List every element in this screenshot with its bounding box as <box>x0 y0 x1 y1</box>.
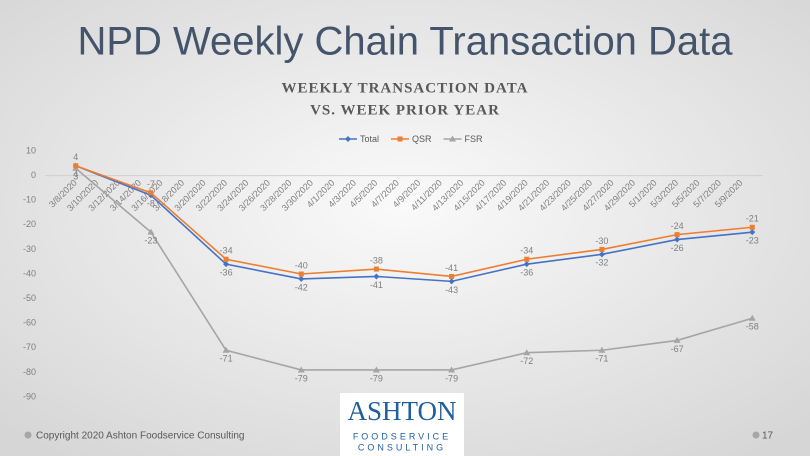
logo: ASHTON FOODSERVICE CONSULTING <box>340 393 464 456</box>
y-tick-label: -70 <box>23 342 36 352</box>
plot: -90-80-70-60-50-40-30-20-100103/8/20203/… <box>23 145 763 401</box>
data-label: -79 <box>370 373 383 383</box>
data-label: -23 <box>144 236 157 246</box>
marker <box>449 273 455 279</box>
marker <box>749 229 756 236</box>
marker <box>222 346 230 353</box>
marker <box>523 349 531 356</box>
legend-label: Total <box>360 134 379 144</box>
marker <box>372 366 380 373</box>
data-label: 4 <box>73 169 78 179</box>
marker <box>598 251 605 258</box>
marker <box>524 256 530 262</box>
data-label: 3 <box>73 172 78 182</box>
data-label: -32 <box>595 258 608 268</box>
logo-text: ASHTON <box>347 396 456 426</box>
series-line <box>75 167 753 371</box>
marker <box>448 278 455 285</box>
slide-title: NPD Weekly Chain Transaction Data <box>77 20 733 64</box>
marker <box>449 135 457 142</box>
marker <box>147 228 155 235</box>
marker <box>674 232 680 238</box>
data-label: -26 <box>671 243 684 253</box>
legend-label: FSR <box>465 134 484 144</box>
marker <box>748 314 756 321</box>
y-tick-label: -50 <box>23 293 36 303</box>
legend-item: FSR <box>443 134 484 144</box>
marker <box>749 224 755 230</box>
data-label: -79 <box>445 373 458 383</box>
data-label: -42 <box>295 282 308 292</box>
y-tick-label: -20 <box>23 219 36 229</box>
marker <box>223 261 230 268</box>
marker <box>673 336 681 343</box>
marker <box>345 136 351 142</box>
data-label: -34 <box>520 246 533 256</box>
data-label: -72 <box>520 356 533 366</box>
y-tick-label: 0 <box>31 170 36 180</box>
y-tick-label: -10 <box>23 195 36 205</box>
data-label: -58 <box>746 322 759 332</box>
data-label: -30 <box>595 236 608 246</box>
marker <box>298 271 304 277</box>
data-label: -40 <box>295 260 308 270</box>
data-label: -23 <box>746 236 759 246</box>
marker <box>73 163 79 169</box>
chart-title: VS. WEEK PRIOR YEAR <box>310 102 500 118</box>
data-label: -79 <box>295 373 308 383</box>
y-tick-label: -40 <box>23 268 36 278</box>
data-label: -41 <box>445 263 458 273</box>
data-label: -21 <box>746 214 759 224</box>
y-tick-label: -80 <box>23 367 36 377</box>
page-number: 17 <box>762 431 774 442</box>
legend-item: Total <box>339 134 379 144</box>
footer: Copyright 2020 Ashton Foodservice Consul… <box>36 431 244 442</box>
data-label: -36 <box>520 268 533 278</box>
marker <box>674 236 681 243</box>
y-tick-label: 10 <box>26 145 36 155</box>
legend-label: QSR <box>412 134 432 144</box>
logo-text: CONSULTING <box>358 442 446 452</box>
marker <box>397 136 403 142</box>
data-label: -38 <box>370 255 383 265</box>
data-label: -43 <box>445 285 458 295</box>
marker <box>298 275 305 282</box>
data-label: -71 <box>595 354 608 364</box>
footer-bullet <box>752 431 760 439</box>
data-label: -7 <box>147 179 155 189</box>
legend: Total QSR FSR <box>339 134 483 144</box>
marker <box>373 273 380 280</box>
marker <box>599 246 605 252</box>
marker <box>523 261 530 268</box>
footer-bullet <box>24 431 32 439</box>
marker <box>373 266 379 272</box>
y-tick-label: -30 <box>23 244 36 254</box>
data-label: -8 <box>147 199 155 209</box>
data-label: -67 <box>671 344 684 354</box>
data-label: -41 <box>370 280 383 290</box>
y-tick-label: -90 <box>23 391 36 401</box>
marker <box>148 190 154 196</box>
marker <box>598 346 606 353</box>
series-line <box>75 165 753 278</box>
y-tick-label: -60 <box>23 318 36 328</box>
legend-item: QSR <box>391 134 432 144</box>
data-label: -34 <box>220 246 233 256</box>
data-label: 4 <box>73 152 78 162</box>
logo-box <box>340 393 464 456</box>
series-line <box>75 165 753 283</box>
marker <box>297 366 305 373</box>
logo-text: FOODSERVICE <box>353 431 451 441</box>
data-label: -36 <box>220 268 233 278</box>
marker <box>448 366 456 373</box>
data-label: -24 <box>671 221 684 231</box>
data-label: -71 <box>220 354 233 364</box>
chart-title: WEEKLY TRANSACTION DATA <box>282 80 529 96</box>
marker <box>223 256 229 262</box>
